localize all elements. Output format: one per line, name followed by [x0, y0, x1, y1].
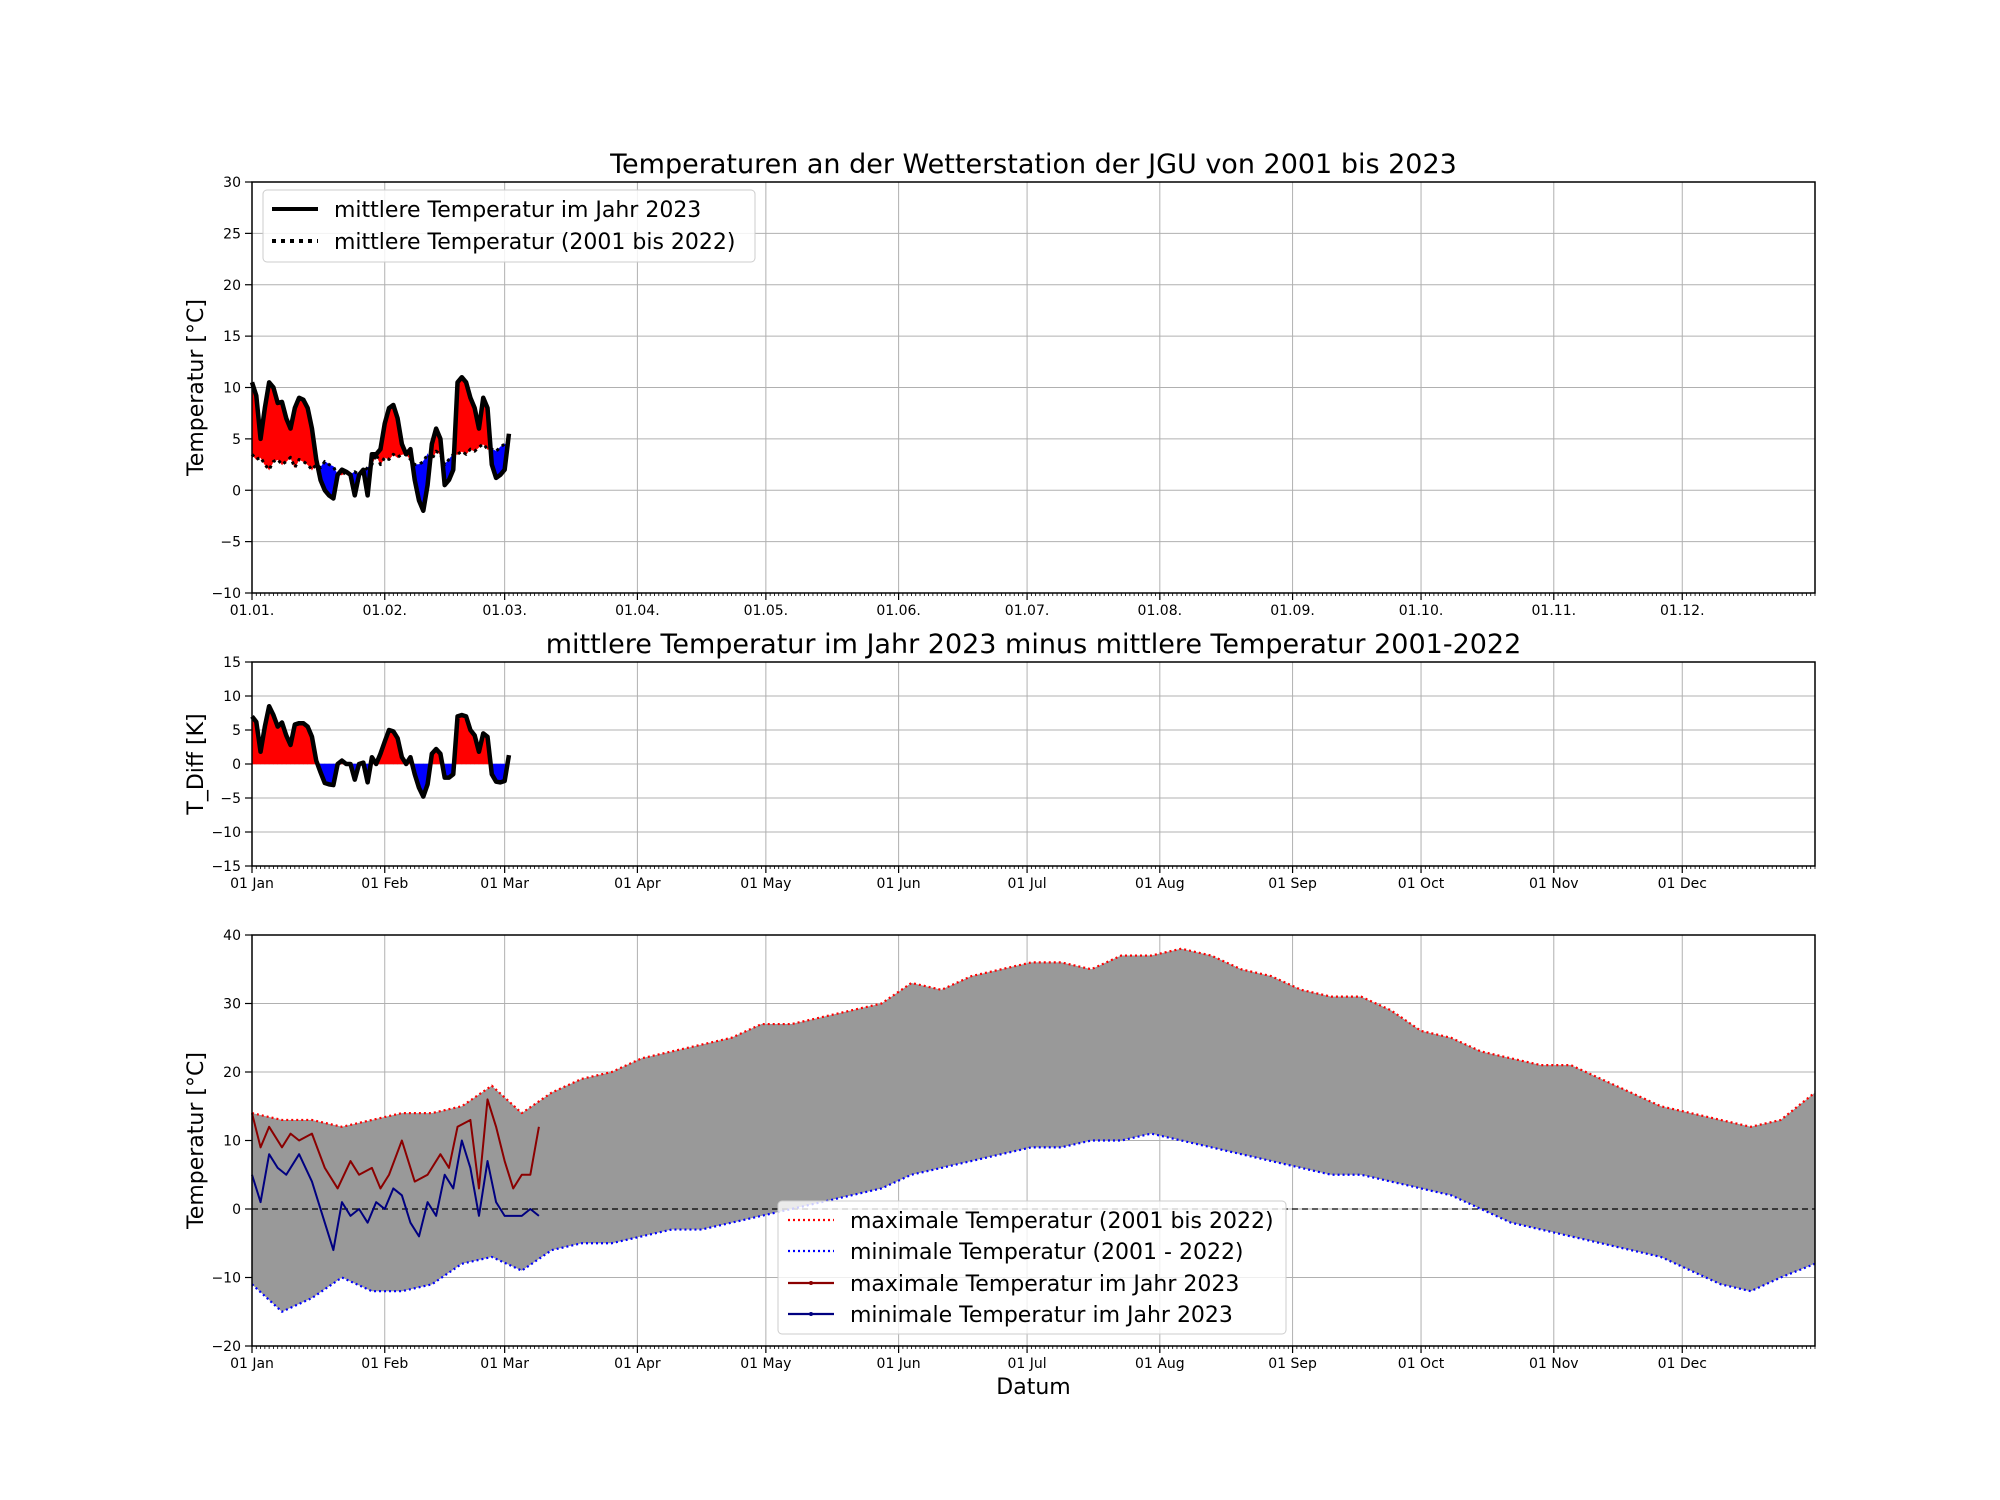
- chart-title: Temperaturen an der Wetterstation der JG…: [609, 149, 1457, 180]
- y-tick-label: 15: [223, 329, 241, 345]
- temperature-band: [252, 948, 1815, 1312]
- legend-label: mittlere Temperatur (2001 bis 2022): [334, 230, 736, 255]
- x-tick-label: 01 Jun: [877, 876, 921, 892]
- x-tick-label: 01 Mar: [480, 876, 529, 892]
- legend-marker: [809, 1312, 813, 1316]
- x-tick-label: 01.05.: [744, 603, 789, 619]
- y-tick-label: −5: [220, 535, 241, 551]
- x-tick-label: 01.11.: [1532, 603, 1577, 619]
- x-tick-label: 01 Feb: [361, 876, 408, 892]
- legend-panel-1: [262, 189, 756, 263]
- x-tick-label: 01.04.: [615, 603, 660, 619]
- x-tick-label: 01 Jul: [1007, 876, 1046, 892]
- x-tick-label: 01.09.: [1270, 603, 1315, 619]
- y-axis-label: Temperatur [°C]: [184, 299, 209, 477]
- y-tick-label: 0: [232, 1202, 241, 1218]
- fill-segment: [298, 722, 304, 765]
- x-tick-label: 01 Aug: [1135, 876, 1185, 892]
- y-tick-label: −10: [211, 825, 241, 841]
- x-tick-label: 01.02.: [362, 603, 407, 619]
- series-line-1: [249, 374, 512, 514]
- x-tick-label: 01 Sep: [1268, 1356, 1317, 1372]
- series-line-1: [250, 703, 512, 799]
- y-tick-label: −5: [220, 791, 241, 807]
- y-tick-label: −10: [211, 586, 241, 602]
- x-tick-label: 01 May: [740, 876, 791, 892]
- y-tick-label: 15: [223, 655, 241, 671]
- x-tick-label: 01 Dec: [1658, 1356, 1707, 1372]
- series-line-2: [250, 442, 510, 477]
- legend-label: maximale Temperatur (2001 bis 2022): [850, 1209, 1274, 1234]
- x-tick-label: 01 Apr: [614, 1356, 661, 1372]
- legend-marker: [809, 1281, 813, 1285]
- y-axis-label: Temperatur [°C]: [184, 1052, 209, 1230]
- legend-label: maximale Temperatur im Jahr 2023: [850, 1272, 1239, 1297]
- x-tick-label: 01.06.: [876, 603, 921, 619]
- x-tick-label: 01 May: [740, 1356, 791, 1372]
- fill-segment: [388, 729, 394, 765]
- fill-segment: [277, 401, 283, 466]
- y-tick-label: 30: [223, 997, 241, 1013]
- fill-segment: [461, 714, 467, 765]
- x-tick-label: 01 Mar: [480, 1356, 529, 1372]
- fill-segment: [461, 376, 467, 455]
- legend-label: minimale Temperatur im Jahr 2023: [850, 1303, 1233, 1328]
- x-tick-label: 01 Dec: [1658, 876, 1707, 892]
- y-tick-label: 25: [223, 226, 241, 242]
- y-tick-label: 5: [232, 432, 241, 448]
- y-tick-label: 10: [223, 689, 241, 705]
- legend-label: minimale Temperatur (2001 - 2022): [850, 1240, 1244, 1265]
- x-tick-label: 01 Feb: [361, 1356, 408, 1372]
- y-tick-label: −20: [211, 1339, 241, 1355]
- x-tick-label: 01 Jan: [230, 876, 274, 892]
- x-axis-label: Datum: [996, 1375, 1070, 1400]
- legend-panel-3: [777, 1200, 1287, 1335]
- y-tick-label: 40: [223, 928, 241, 944]
- series-line-3: [251, 1098, 540, 1190]
- y-tick-label: 0: [232, 483, 241, 499]
- legend-box: [777, 1200, 1287, 1335]
- y-tick-label: 20: [223, 1065, 241, 1081]
- x-tick-label: 01 Nov: [1529, 1356, 1579, 1372]
- chart-panel-3: [245, 934, 1816, 1353]
- x-tick-label: 01 Jun: [877, 1356, 921, 1372]
- x-tick-label: 01.10.: [1399, 603, 1444, 619]
- fill-segment: [298, 397, 304, 462]
- y-tick-label: 20: [223, 278, 241, 294]
- x-tick-label: 01.01.: [230, 603, 275, 619]
- x-tick-label: 01.08.: [1138, 603, 1183, 619]
- x-tick-label: 01 Jul: [1007, 1356, 1046, 1372]
- x-tick-label: 01 Oct: [1398, 1356, 1445, 1372]
- x-tick-label: 01.12.: [1660, 603, 1705, 619]
- x-tick-label: 01 Jan: [230, 1356, 274, 1372]
- x-tick-label: 01 Sep: [1268, 876, 1317, 892]
- x-tick-label: 01.03.: [482, 603, 527, 619]
- y-tick-label: 0: [232, 757, 241, 773]
- y-axis-label: T_Diff [K]: [184, 713, 209, 815]
- x-tick-label: 01 Nov: [1529, 876, 1579, 892]
- chart-title: mittlere Temperatur im Jahr 2023 minus m…: [546, 629, 1522, 660]
- legend-label: mittlere Temperatur im Jahr 2023: [334, 198, 701, 223]
- fill-segment: [268, 381, 274, 470]
- y-tick-label: −10: [211, 1271, 241, 1287]
- x-tick-label: 01 Oct: [1398, 876, 1445, 892]
- x-tick-label: 01 Apr: [614, 876, 661, 892]
- y-tick-label: −15: [211, 859, 241, 875]
- y-tick-label: 10: [223, 1134, 241, 1150]
- x-tick-label: 01 Aug: [1135, 1356, 1185, 1372]
- chart-panel-1: [245, 181, 1816, 600]
- y-tick-label: 30: [223, 175, 241, 191]
- chart-panel-2: [245, 661, 1816, 873]
- x-tick-label: 01.07.: [1005, 603, 1050, 619]
- legend-box: [262, 189, 756, 263]
- series-line-4: [251, 1139, 540, 1252]
- y-tick-label: 10: [223, 381, 241, 397]
- y-tick-label: 5: [232, 723, 241, 739]
